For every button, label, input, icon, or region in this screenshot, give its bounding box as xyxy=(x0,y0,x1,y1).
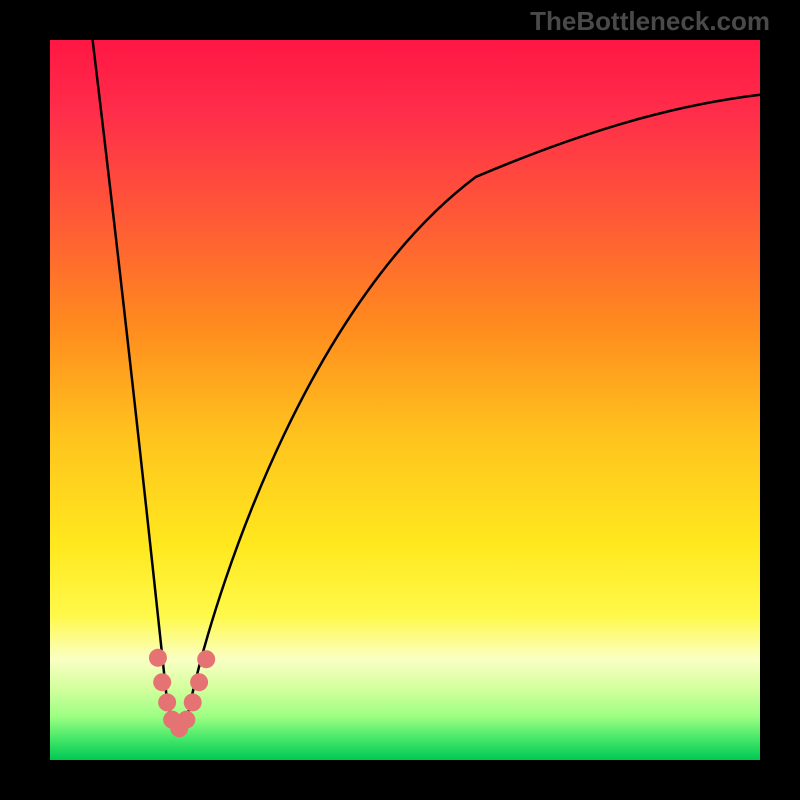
sweet-spot-dot xyxy=(153,673,171,691)
sweet-spot-dot xyxy=(184,693,202,711)
sweet-spot-dot xyxy=(158,693,176,711)
chart-root: TheBottleneck.com xyxy=(0,0,800,800)
sweet-spot-dot xyxy=(197,650,215,668)
sweet-spot-dot xyxy=(190,673,208,691)
bottleneck-curve xyxy=(93,40,760,722)
sweet-spot-dot xyxy=(149,649,167,667)
sweet-spot-dot xyxy=(177,711,195,729)
curve-layer xyxy=(0,0,800,800)
watermark-text: TheBottleneck.com xyxy=(530,6,770,37)
